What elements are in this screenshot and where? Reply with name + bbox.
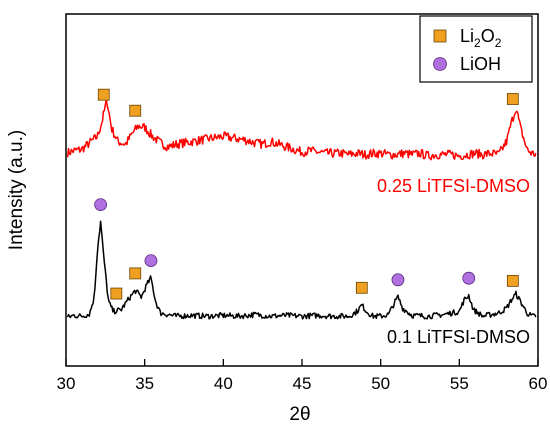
lioh-marker-1-0 [94,198,108,212]
li2o2-marker-1-0 [110,287,123,300]
legend-box [419,15,533,83]
x-axis-title: 2θ [289,404,310,425]
li2o2-marker-0-1 [129,104,142,117]
series-line-1 [66,220,537,320]
x-tick-label-40: 40 [214,374,233,393]
legend-marker-lioh [433,57,447,71]
x-tick-label-30: 30 [57,374,76,393]
lioh-marker-1-3 [462,271,476,285]
li2o2-marker-1-2 [355,281,368,294]
legend-label-lioh: LiOH [460,54,501,74]
x-tick-label-35: 35 [135,374,154,393]
legend-label-li2o2: Li2O2 [460,26,502,50]
y-axis-title: Intensity (a.u.) [6,130,27,250]
legend-marker-li2o2 [433,29,447,43]
lioh-marker-1-1 [144,254,158,268]
li2o2-marker-0-2 [506,93,519,105]
series-label-0-1-litfsi-dmso: 0.1 LiTFSI-DMSO [387,327,530,347]
x-tick-label-55: 55 [450,374,469,393]
phase-markers [94,88,519,300]
series-line-0 [66,98,537,161]
li2o2-marker-0-0 [97,88,110,101]
li2o2-marker-1-1 [129,267,142,280]
li2o2-marker-1-3 [506,274,519,287]
legend: Li2O2 LiOH [419,15,533,83]
x-tick-label-50: 50 [371,374,390,393]
x-tick-label-60: 60 [529,374,548,393]
series-label-0-25-litfsi-dmso: 0.25 LiTFSI-DMSO [377,176,530,196]
series-layer [66,98,537,320]
lioh-marker-1-2 [391,273,405,287]
x-axis-ticks: 30 35 40 45 50 55 60 [57,359,548,393]
x-tick-label-45: 45 [293,374,312,393]
